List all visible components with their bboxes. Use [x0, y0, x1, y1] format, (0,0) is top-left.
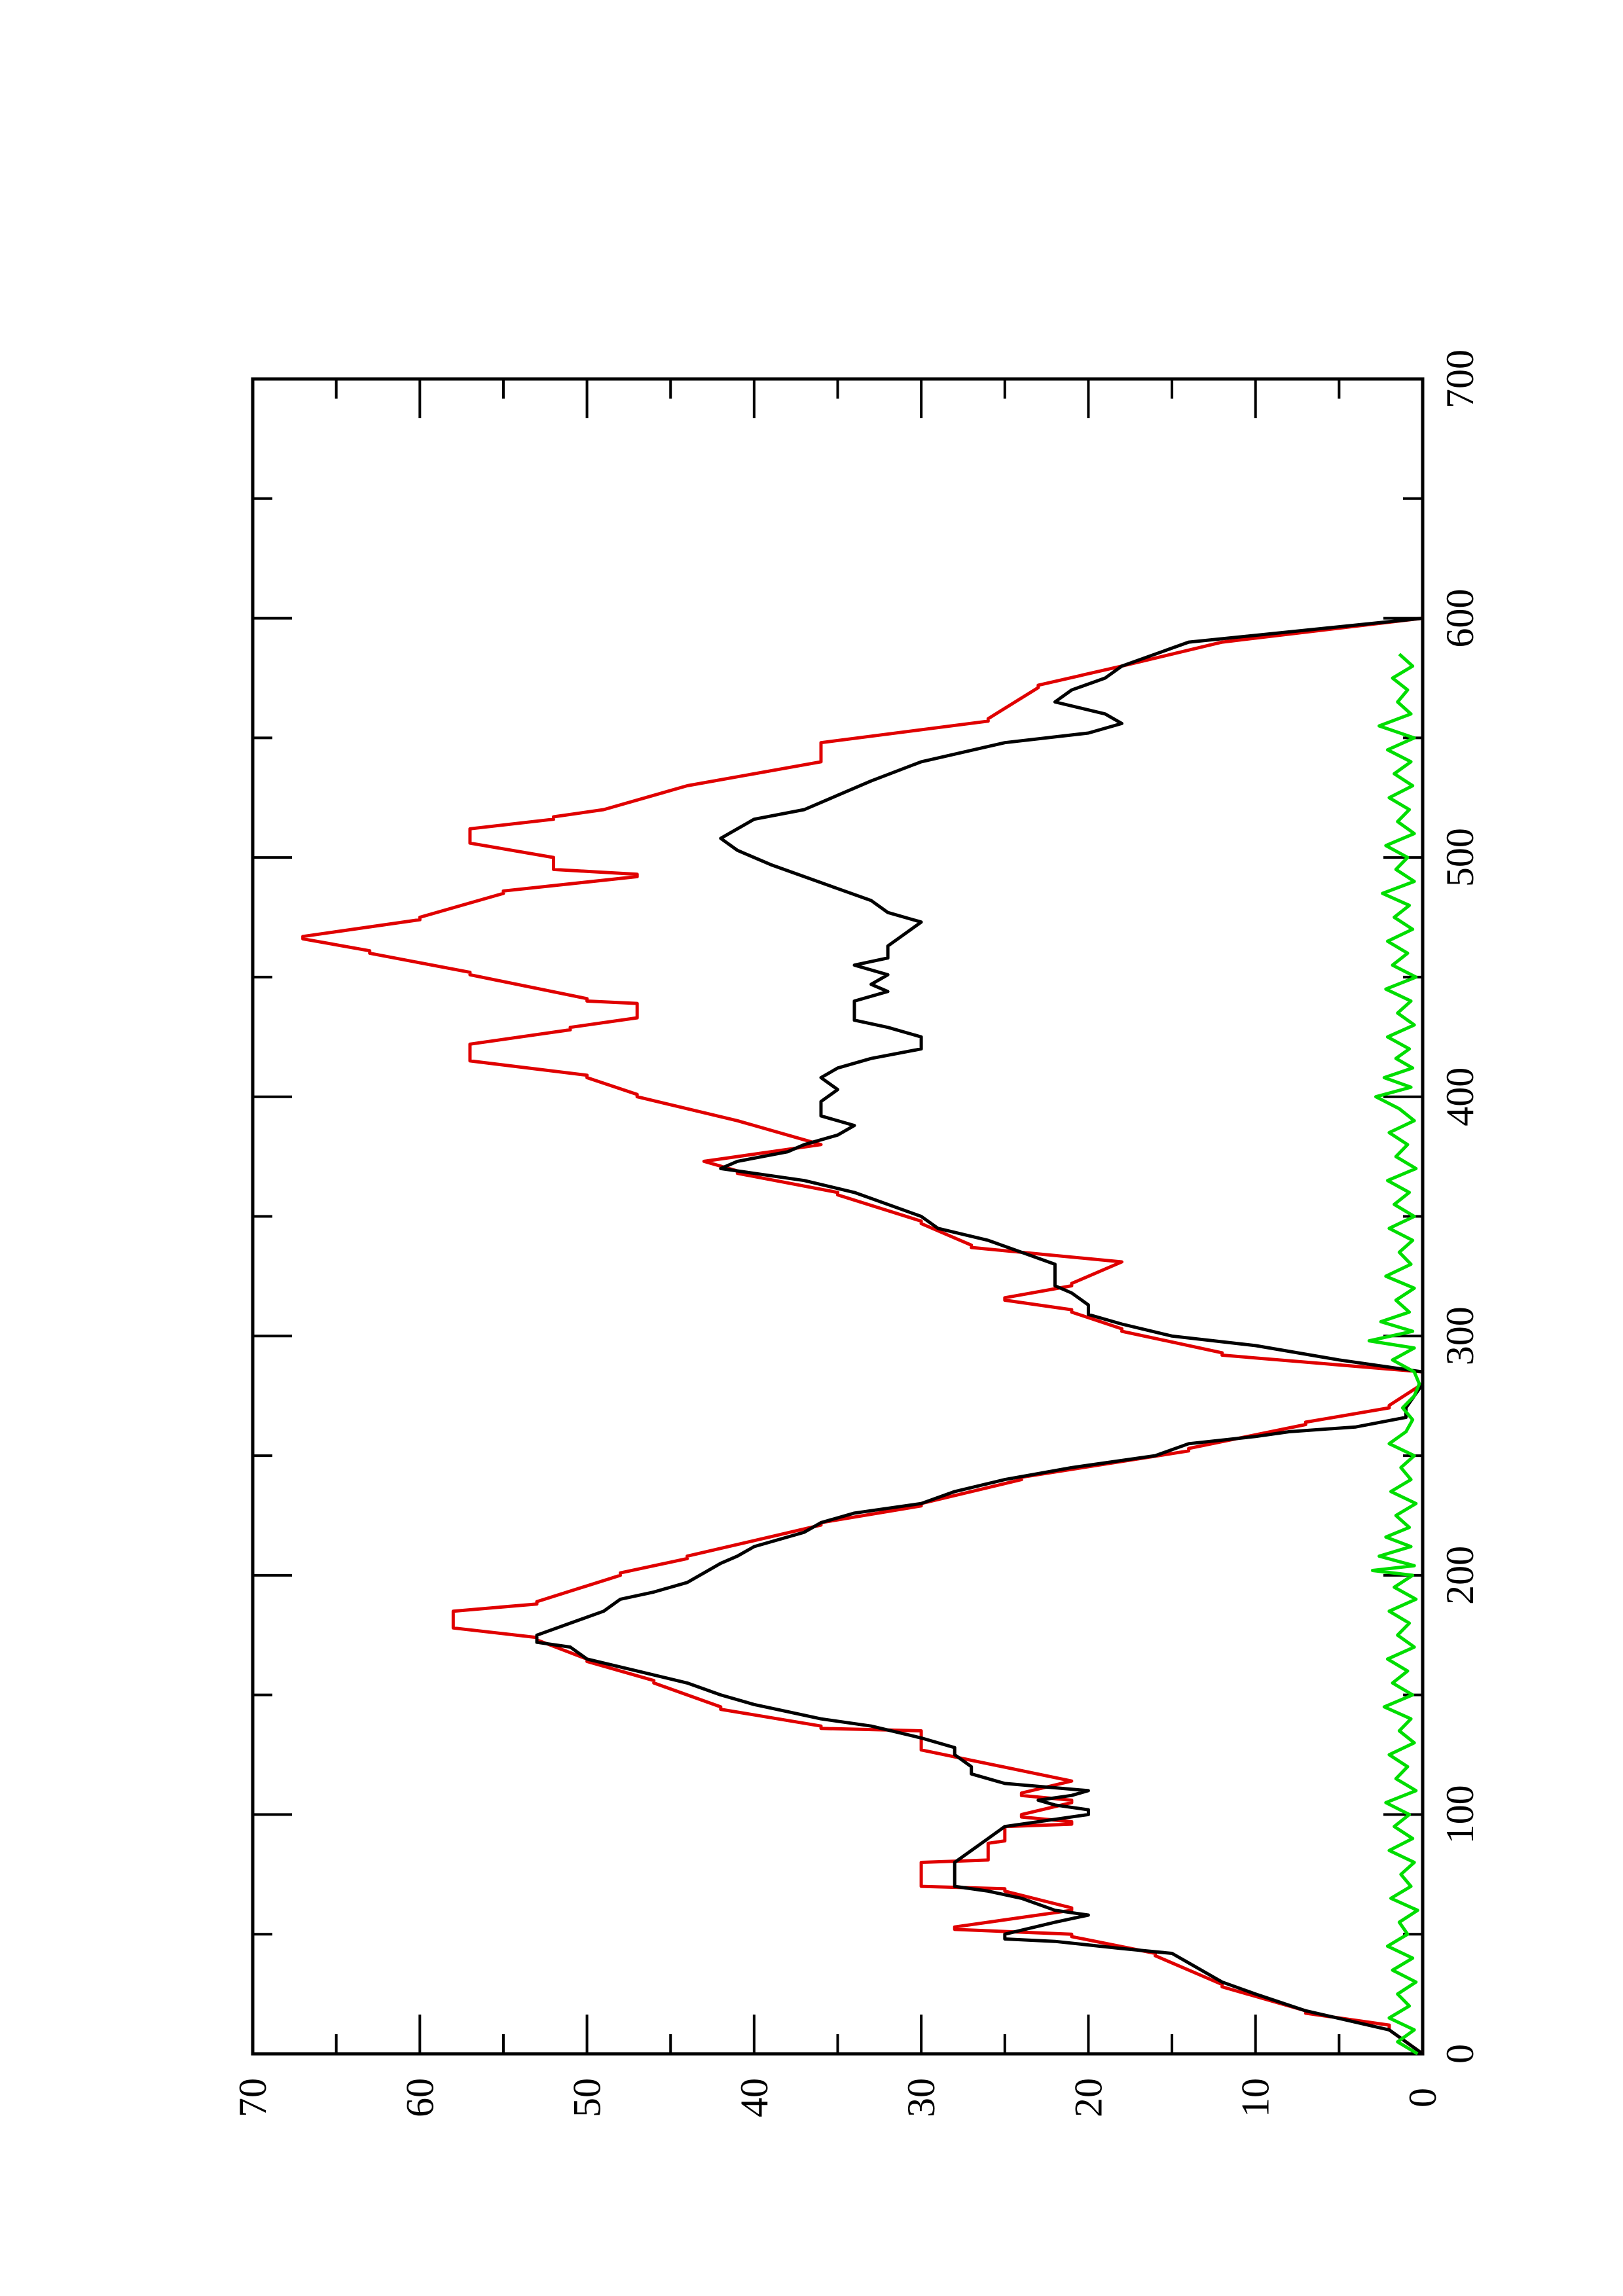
x-tick-label: 100	[1438, 1785, 1482, 1844]
green-series-line	[1367, 653, 1421, 2056]
y-tick-label: 40	[733, 2078, 776, 2117]
x-tick-label: 600	[1438, 589, 1482, 648]
y-tick-label: 50	[566, 2078, 609, 2117]
x-tick-label: 500	[1438, 828, 1482, 887]
x-tick-label: 200	[1438, 1546, 1482, 1605]
y-tick-label: 30	[900, 2078, 943, 2117]
x-tick-label: 0	[1438, 2044, 1482, 2064]
black-series-line	[535, 617, 1425, 2056]
axis-tick-labels: 0 100 200 300 400 500 600 700 0 10 20 30 40 50 60 70	[231, 350, 1482, 2117]
red-step-series-line	[301, 617, 1425, 2056]
x-tick-label: 400	[1438, 1067, 1482, 1126]
y-tick-label: 70	[231, 2078, 274, 2117]
axis-ticks	[251, 378, 1424, 2055]
x-tick-label: 300	[1438, 1306, 1482, 1365]
y-tick-label: 10	[1234, 2078, 1277, 2117]
series-layer	[301, 617, 1425, 2056]
plot-frame	[251, 377, 1425, 2056]
y-tick-label: 60	[398, 2078, 441, 2117]
x-tick-label: 700	[1438, 350, 1482, 408]
y-tick-label: 20	[1067, 2078, 1110, 2117]
y-tick-label: 0	[1401, 2088, 1444, 2108]
